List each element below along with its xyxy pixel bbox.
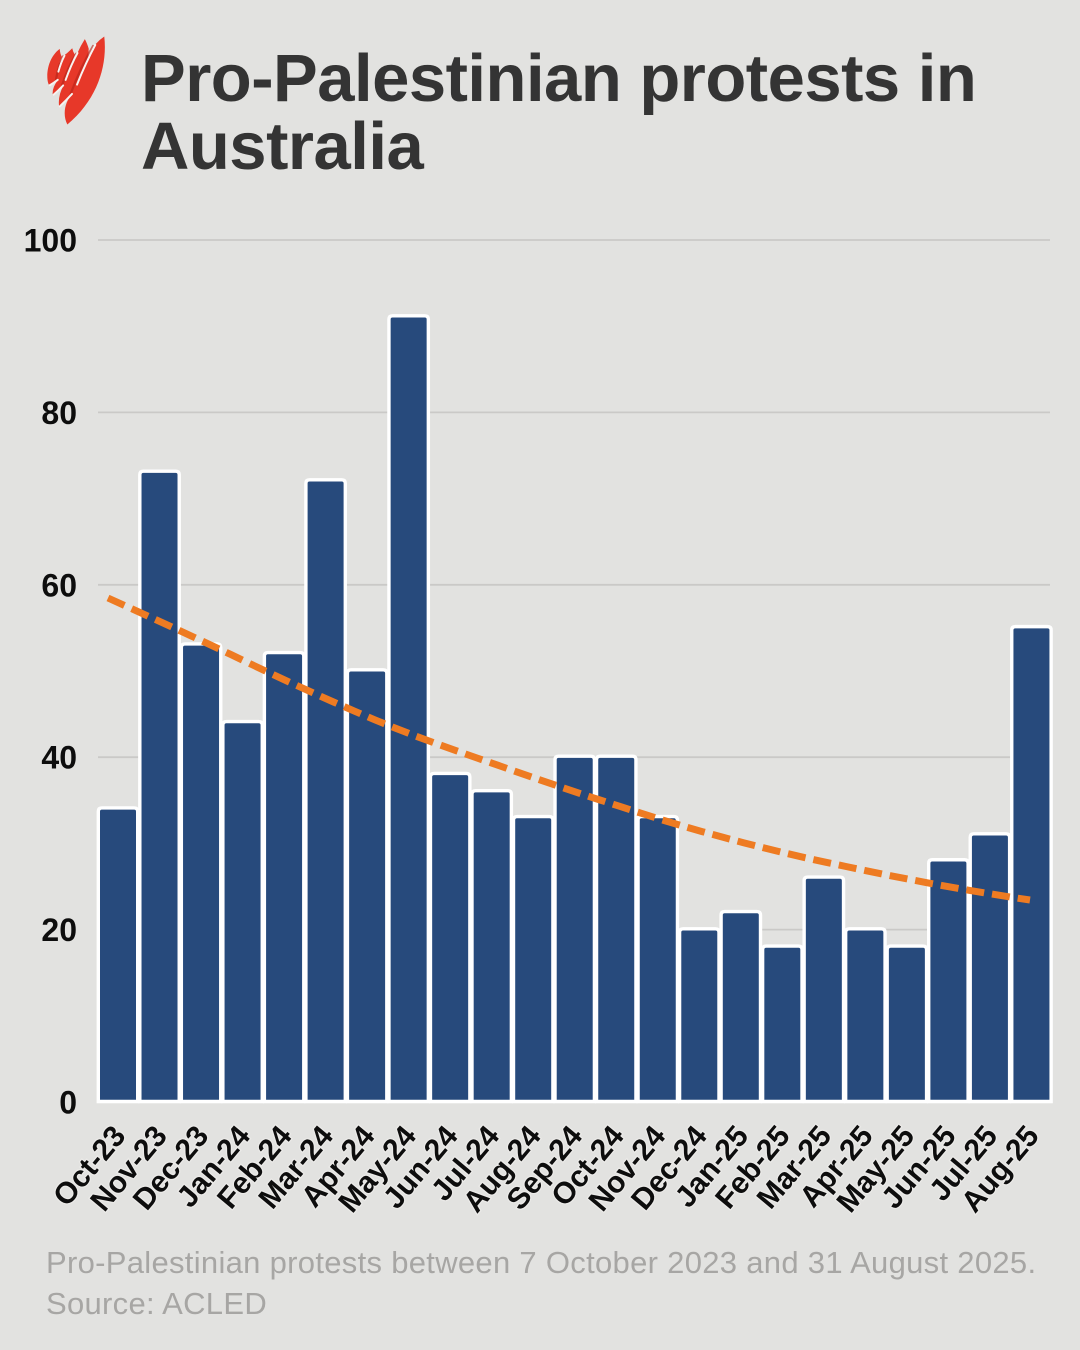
- svg-text:0: 0: [59, 1085, 77, 1121]
- svg-text:100: 100: [24, 223, 77, 259]
- svg-text:40: 40: [41, 740, 77, 776]
- svg-text:60: 60: [41, 567, 77, 603]
- svg-text:20: 20: [41, 912, 77, 948]
- svg-text:80: 80: [41, 395, 77, 431]
